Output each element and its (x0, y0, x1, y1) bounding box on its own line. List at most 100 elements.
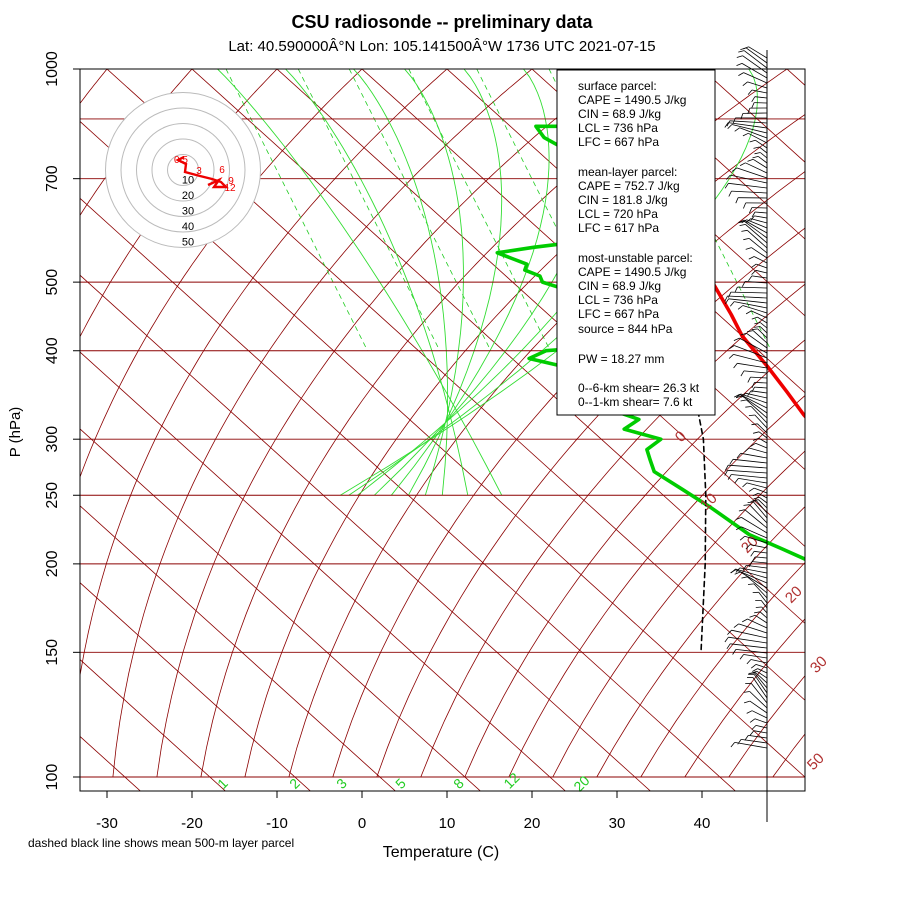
wind-barb-flag (724, 183, 729, 189)
wind-barb-flag (746, 659, 752, 665)
wind-barb-flag (751, 270, 757, 275)
moist-adiabat-line (285, 69, 469, 496)
mixing-ratio-line (408, 69, 551, 351)
wind-barb-flag (736, 63, 743, 66)
wind-barb-flag (727, 474, 732, 480)
wind-barb (727, 295, 768, 299)
wind-barb (741, 526, 768, 539)
wind-barb (735, 649, 768, 654)
stats-line: LFC = 667 hPa (578, 307, 659, 321)
stats-line: LCL = 736 hPa (578, 121, 658, 135)
wind-barb (754, 414, 768, 429)
y-tick-label: 300 (44, 426, 61, 453)
dry-adiabat-line (464, 339, 805, 778)
wind-barb-flag (741, 281, 746, 287)
y-tick-label: 250 (44, 482, 61, 509)
wind-barb-flag (745, 544, 751, 550)
wind-barb-flag (734, 478, 739, 484)
wind-barb-flag (751, 386, 755, 393)
wind-barb-flag (741, 229, 748, 232)
dry-adiabat-line (244, 69, 788, 778)
isotherm-label: 20 (782, 583, 806, 607)
wind-barb (760, 600, 768, 609)
wind-barb-flag (754, 152, 761, 155)
wind-barb (749, 700, 768, 714)
wind-barb-flag (753, 431, 760, 434)
wind-barb-flag (739, 654, 744, 660)
wind-barb-flag (747, 583, 755, 585)
wind-barb-flag (729, 459, 734, 465)
wind-barb-flag (747, 107, 751, 114)
wind-barb-flag (751, 96, 756, 103)
dry-adiabat-line (332, 171, 805, 778)
wind-barb (753, 487, 768, 494)
wind-barb (756, 670, 768, 679)
stats-line: PW = 18.27 mm (578, 352, 664, 366)
wind-barb-flag (748, 414, 755, 416)
wind-barb-flag (753, 496, 760, 500)
mixing-ratio-label: 5 (392, 775, 409, 792)
wind-barb (730, 291, 768, 294)
hodograph-ring-label: 40 (182, 221, 194, 233)
wind-barb-flag (724, 470, 728, 476)
isotherm-label: 0 (672, 428, 690, 446)
wind-barb-flag (749, 207, 753, 214)
wind-barb (756, 500, 768, 514)
stats-line: CAPE = 752.7 J/kg (578, 179, 680, 193)
wind-barb (730, 643, 768, 649)
wind-barb (755, 672, 768, 684)
wind-barb-flag (724, 636, 729, 643)
wind-barb (750, 659, 768, 664)
wind-barb-flag (743, 700, 751, 704)
wind-barb (750, 683, 768, 704)
hodograph-trace (175, 155, 229, 189)
wind-barb (757, 316, 768, 324)
background-grid (80, 69, 805, 791)
isotherm-line (80, 582, 311, 791)
wind-barb-flag (750, 664, 757, 669)
wind-barb-flag (737, 305, 744, 310)
y-tick-label: 1000 (44, 51, 61, 87)
hodograph-point-label: 0.5 (174, 155, 188, 166)
wind-barb-flag (752, 437, 759, 441)
wind-barb-flag (754, 611, 761, 614)
wind-barb-flag (738, 220, 745, 224)
wind-barb (751, 275, 768, 279)
x-tick-label: 10 (439, 815, 456, 832)
wind-barb (754, 215, 768, 219)
wind-barb-flag (738, 72, 744, 76)
wind-barb-flag (735, 197, 739, 204)
x-axis-label: Temperature (C) (383, 844, 499, 861)
wind-barb-flag (743, 691, 750, 693)
wind-barb (755, 725, 768, 729)
wind-barb (731, 124, 768, 134)
wind-barb-flag (749, 614, 756, 618)
wind-barb (738, 478, 768, 484)
wind-barb-flag (736, 453, 742, 459)
chart-title: CSU radiosonde -- preliminary data (291, 12, 593, 32)
wind-barb (744, 219, 768, 234)
wind-barb-flag (751, 423, 758, 426)
stats-line: most-unstable parcel: (578, 251, 693, 265)
wind-barb (754, 382, 768, 384)
wind-barb (737, 286, 768, 289)
wind-barb-flag (749, 730, 755, 736)
wind-barb (752, 561, 768, 564)
wind-barb-flag (738, 50, 745, 53)
wind-barb-flag (747, 390, 752, 397)
wind-barb (758, 437, 768, 444)
isotherm-line (80, 505, 396, 791)
wind-barb (747, 576, 768, 594)
wind-barb-flag (749, 139, 756, 143)
isotherm-label: 30 (807, 653, 831, 677)
wind-barb-flag (745, 406, 752, 408)
wind-barb (757, 328, 768, 339)
wind-barb (734, 345, 768, 359)
stats-line: mean-layer parcel: (578, 165, 677, 179)
dry-adiabat-line (772, 733, 805, 778)
axes: -30 -20 -10 0 10 20 30 401001502002503004005007… (44, 51, 710, 832)
wind-barb (750, 406, 768, 424)
dry-adiabat-line (112, 69, 533, 778)
wind-barb (729, 120, 768, 124)
